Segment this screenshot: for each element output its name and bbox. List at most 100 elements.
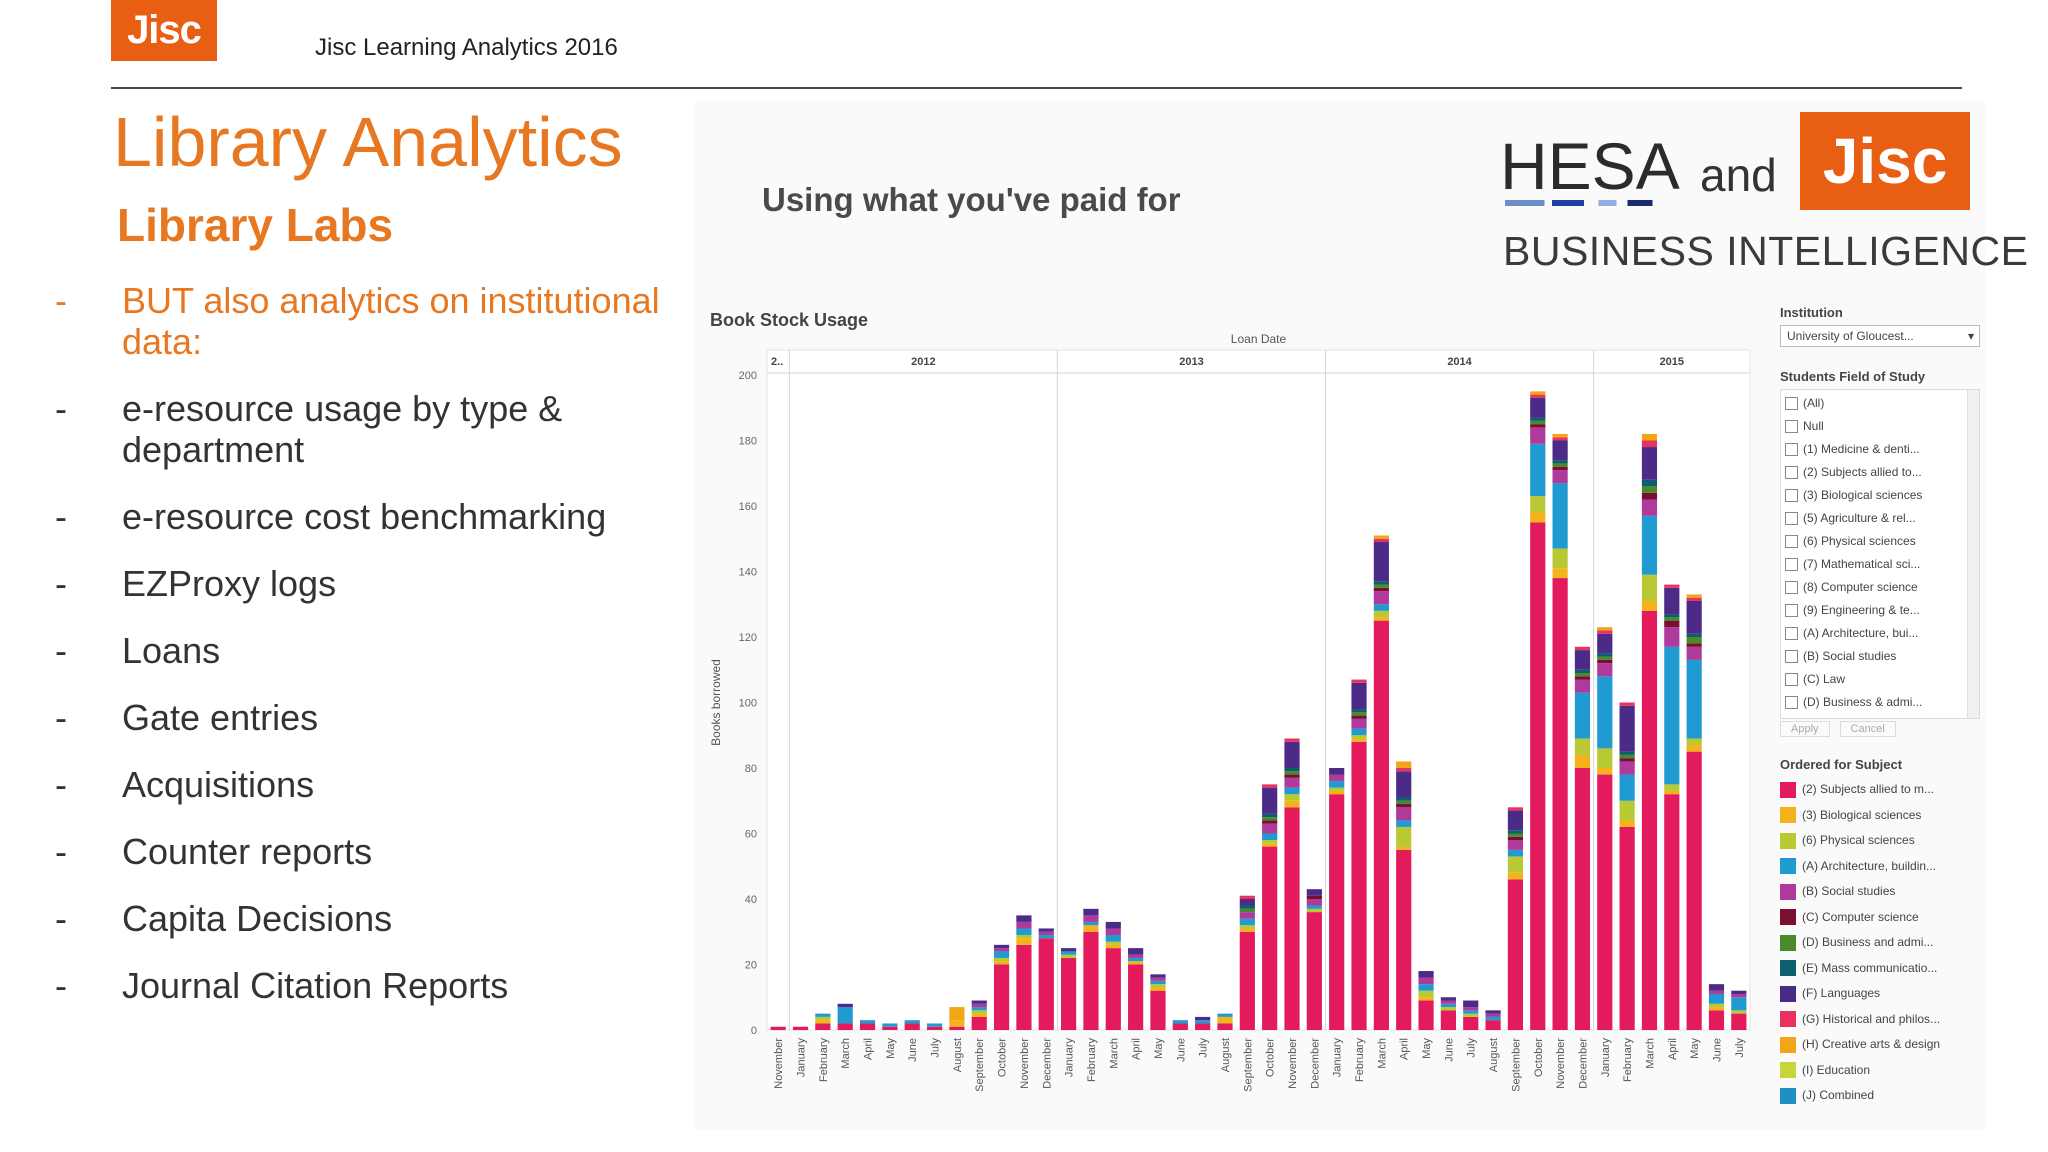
legend-label-text: (H) Creative arts & design [1802, 1037, 1941, 1051]
bar-segment [1664, 627, 1680, 647]
bar-segment [1284, 738, 1300, 742]
checkbox[interactable] [1785, 558, 1798, 572]
bar-segment [1083, 921, 1099, 926]
field-of-study-item[interactable]: (C) Law [1785, 668, 1975, 691]
legend-entry[interactable]: (E) Mass communicatio... [1780, 956, 1980, 982]
checkbox[interactable] [1785, 443, 1798, 457]
field-of-study-item[interactable]: (6) Physical sciences [1785, 530, 1975, 553]
bar-segment [1396, 768, 1412, 772]
x-tick-label: February [818, 1038, 830, 1083]
checkbox[interactable] [1785, 650, 1798, 664]
cancel-button[interactable]: Cancel [1839, 721, 1896, 737]
checkbox[interactable] [1785, 581, 1798, 595]
field-of-study-item[interactable]: (2) Subjects allied to... [1785, 461, 1975, 484]
bar-segment [1128, 954, 1144, 958]
legend-entry[interactable]: (2) Subjects allied to m... [1780, 777, 1980, 803]
y-tick-label: 60 [745, 829, 757, 841]
bar-segment [1552, 433, 1568, 438]
field-of-study-item[interactable]: (All) [1785, 392, 1975, 415]
checkbox[interactable] [1785, 604, 1798, 618]
bar-segment [1619, 820, 1635, 827]
field-of-study-item[interactable]: (1) Medicine & denti... [1785, 438, 1975, 461]
legend-entry[interactable]: (F) Languages [1780, 981, 1980, 1007]
y-axis-title: Books borrowed [709, 659, 723, 746]
legend-entry[interactable]: (B) Social studies [1780, 879, 1980, 905]
field-of-study-item[interactable]: (D) Business & admi... [1785, 691, 1975, 714]
institution-select[interactable]: University of Gloucest... ▾ [1780, 325, 1980, 347]
bar-segment [1172, 1020, 1188, 1024]
bullet-dash: - [55, 280, 67, 321]
legend-label-text: (E) Mass communicatio... [1802, 960, 1938, 975]
field-of-study-item[interactable]: (9) Engineering & te... [1785, 599, 1975, 622]
bar-segment [1641, 610, 1658, 1030]
legend-entry[interactable]: (C) Computer science [1780, 905, 1980, 931]
field-of-study-item[interactable]: Null [1785, 415, 1975, 438]
bar-segment [926, 1023, 943, 1027]
x-tick-label: September [974, 1038, 986, 1092]
legend-entry[interactable]: (G) Historical and philos... [1780, 1007, 1980, 1033]
bar-segment [1619, 774, 1635, 801]
bar-segment [1239, 928, 1255, 932]
checkbox[interactable] [1785, 696, 1798, 710]
bar-segment [1731, 993, 1747, 998]
bar-segment [1373, 620, 1389, 1030]
bar-segment [1619, 702, 1635, 706]
bar-segment [971, 1010, 987, 1014]
bar-segment [949, 1020, 965, 1027]
checkbox[interactable] [1785, 397, 1798, 411]
checkbox[interactable] [1785, 489, 1798, 503]
bar-segment [1485, 1016, 1501, 1021]
bar-segment [1373, 542, 1389, 582]
field-of-study-item[interactable]: (3) Biological sciences [1785, 484, 1975, 507]
legend-entry[interactable]: (A) Architecture, buildin... [1780, 854, 1980, 880]
business-intelligence-label: BUSINESS INTELLIGENCE [1503, 228, 2029, 274]
bar-segment [1641, 486, 1658, 493]
x-tick-label: July [1198, 1038, 1210, 1058]
field-of-study-item[interactable]: (B) Social studies [1785, 645, 1975, 668]
legend-entry[interactable]: (3) Biological sciences [1780, 803, 1980, 829]
field-of-study-item-label: (All) [1803, 396, 1825, 410]
checkbox[interactable] [1785, 673, 1798, 687]
checkbox[interactable] [1785, 466, 1798, 480]
bar-segment [1597, 633, 1613, 654]
field-of-study-list[interactable]: (All) Null (1) Medicine & denti... (2) Subj… [1780, 389, 1980, 719]
legend-entry[interactable]: (H) Creative arts & design [1780, 1032, 1980, 1058]
bar-segment [1150, 977, 1166, 981]
field-of-study-item[interactable]: (7) Mathematical sci... [1785, 553, 1975, 576]
legend-entry[interactable]: (D) Business and admi... [1780, 930, 1980, 956]
legend-label-text: (2) Subjects allied to m... [1802, 782, 1935, 796]
bar-segment [1574, 650, 1591, 670]
bar-segment [1708, 1007, 1725, 1011]
slide-subtitle: Library Labs [117, 199, 394, 251]
bar-segment [837, 1007, 853, 1024]
field-of-study-item-label: (2) Subjects allied to... [1803, 465, 1922, 479]
bar-segment [1105, 948, 1121, 1030]
bar-segment [1396, 804, 1412, 808]
bar-segment [904, 1023, 920, 1030]
legend-entry[interactable]: (J) Combined [1780, 1083, 1980, 1109]
legend-entry[interactable]: (6) Physical sciences [1780, 828, 1980, 854]
bar-segment [1530, 424, 1546, 428]
x-tick-label: February [1354, 1038, 1366, 1083]
checkbox[interactable] [1785, 420, 1798, 434]
bar-segment [837, 1003, 853, 1008]
checkbox[interactable] [1785, 535, 1798, 549]
legend-entry[interactable]: (I) Education [1780, 1058, 1980, 1084]
bar-segment [1351, 715, 1367, 719]
bar-segment [1552, 437, 1568, 441]
bar-segment [1530, 443, 1546, 497]
checkbox[interactable] [1785, 627, 1798, 641]
checkbox[interactable] [1785, 512, 1798, 526]
scrollbar[interactable] [1967, 390, 1979, 718]
field-of-study-item[interactable]: (5) Agriculture & rel... [1785, 507, 1975, 530]
field-of-study-item[interactable]: (8) Computer science [1785, 576, 1975, 599]
legend-swatch [1780, 934, 1796, 951]
field-of-study-item[interactable]: (A) Architecture, bui... [1785, 622, 1975, 645]
x-tick-label: February [1622, 1038, 1634, 1083]
x-tick-label: July [1734, 1038, 1746, 1058]
apply-button[interactable]: Apply [1780, 721, 1830, 737]
bar-segment [1150, 974, 1166, 978]
field-of-study-item-label: (8) Computer science [1803, 580, 1918, 594]
bar-segment [1597, 659, 1613, 664]
bar-segment [1284, 768, 1300, 772]
